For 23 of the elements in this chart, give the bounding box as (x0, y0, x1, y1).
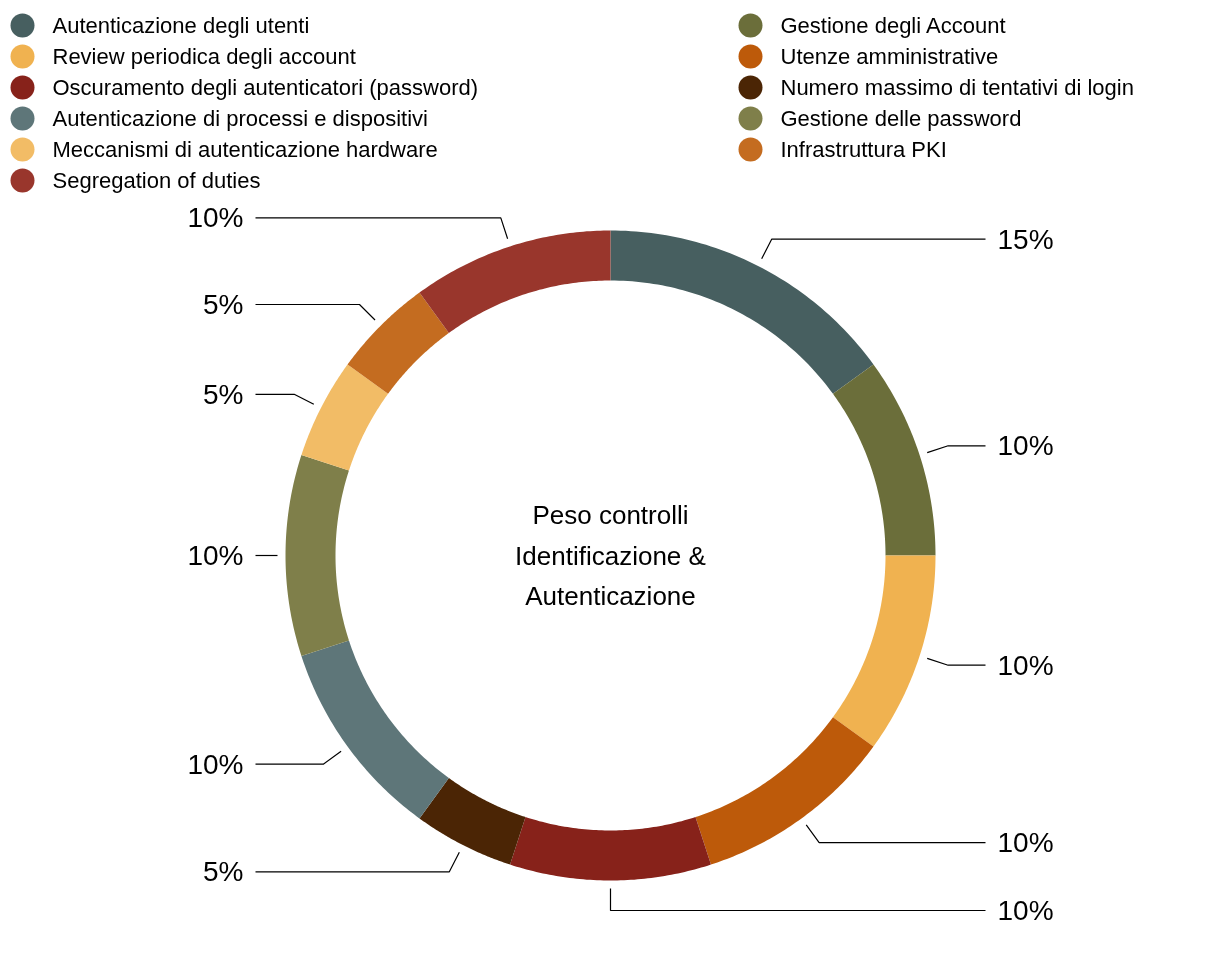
legend-label: Utenze amministrative (780, 44, 999, 69)
legend-label: Segregation of duties (52, 168, 261, 193)
legend-label: Gestione degli Account (780, 13, 1006, 38)
legend-label: Review periodica degli account (52, 44, 356, 69)
data-label: 10% (187, 540, 244, 571)
data-label: 5% (203, 856, 244, 888)
data-label: 10% (997, 827, 1054, 859)
data-label: 5% (203, 288, 244, 320)
legend-label: Infrastruttura PKI (780, 137, 947, 162)
legend-label: Autenticazione di processi e dispositivi (52, 106, 428, 131)
data-label: 10% (997, 430, 1054, 462)
data-label: 5% (203, 378, 244, 410)
data-label: 10% (187, 202, 244, 234)
text: Peso controlli Identificazione & Autenticazione (515, 500, 706, 611)
data-label: 10% (997, 895, 1054, 926)
legend-label: Autenticazione degli utenti (52, 13, 310, 38)
data-label: 10% (997, 649, 1054, 681)
data-label: 10% (187, 748, 244, 780)
legend-label: Oscuramento degli autenticatori (password) (52, 75, 479, 100)
legend-label: Meccanismi di autenticazione hardware (52, 137, 438, 162)
data-label: 15% (997, 223, 1054, 255)
legend-label: Numero massimo di tentativi di login (780, 75, 1134, 100)
legend-label: Gestione delle password (780, 106, 1022, 131)
